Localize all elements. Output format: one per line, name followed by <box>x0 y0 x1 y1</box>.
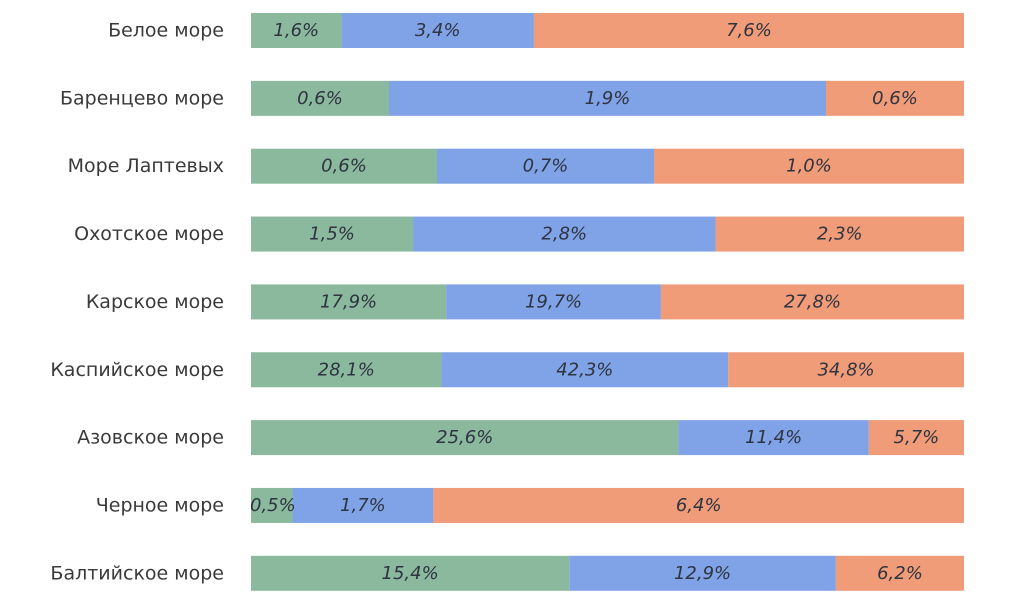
data-label: 3,4% <box>415 20 461 41</box>
bar-segment <box>251 555 570 591</box>
bar-segment <box>826 80 964 116</box>
bar-segment <box>678 420 869 456</box>
bar-segment <box>715 216 964 252</box>
category-label: Белое море <box>108 20 224 42</box>
data-label: 2,8% <box>541 224 587 245</box>
data-label: 19,7% <box>525 291 582 312</box>
bar-segment <box>389 80 826 116</box>
data-label: 0,6% <box>321 156 367 177</box>
bar-segment <box>433 487 964 523</box>
data-label: 1,9% <box>585 88 631 109</box>
bar-segment <box>292 487 434 523</box>
bar-segment <box>413 216 716 252</box>
data-label: 42,3% <box>556 359 613 380</box>
data-label: 1,5% <box>309 224 355 245</box>
bar-segment <box>341 13 534 48</box>
bar-segment <box>251 487 293 523</box>
category-label: Черное море <box>96 494 224 516</box>
data-label: 12,9% <box>674 563 731 584</box>
data-label: 28,1% <box>318 359 375 380</box>
category-label: Азовское море <box>77 427 224 449</box>
bar-segment <box>446 284 661 320</box>
bar-segment <box>251 352 442 388</box>
data-label: 1,6% <box>273 20 319 41</box>
category-label: Карское море <box>86 291 224 313</box>
bar-segment <box>251 420 679 456</box>
data-label: 0,7% <box>523 156 569 177</box>
data-label: 25,6% <box>436 427 493 448</box>
data-label: 34,8% <box>817 359 874 380</box>
bar-segment <box>654 148 964 184</box>
data-label: 0,6% <box>297 88 343 109</box>
data-label: 6,2% <box>877 563 923 584</box>
bar-segment <box>251 284 447 320</box>
data-label: 2,3% <box>817 224 863 245</box>
bar-segment <box>437 148 654 184</box>
category-label: Охотское море <box>74 223 224 245</box>
data-label: 7,6% <box>726 20 772 41</box>
data-label: 11,4% <box>745 427 802 448</box>
category-label: Море Лаптевых <box>68 155 224 177</box>
value-labels: 1,6% 3,4% 7,6% 0,6% 1,9% 0,6% 0,6% 0,7% 1,0% 1,5%… <box>250 20 939 584</box>
bar-segment <box>251 216 414 252</box>
data-label: 27,8% <box>784 291 841 312</box>
category-label: Балтийское море <box>50 562 224 584</box>
data-label: 1,0% <box>786 156 832 177</box>
bar-segment <box>533 13 964 48</box>
category-label: Баренцево море <box>60 87 224 109</box>
data-label: 0,6% <box>872 88 918 109</box>
data-label: 15,4% <box>382 563 439 584</box>
data-label: 6,4% <box>676 495 722 516</box>
data-label: 17,9% <box>320 291 377 312</box>
bar-segment <box>251 148 437 184</box>
category-labels: Белое море Баренцево море Море Лаптевых Охо… <box>50 20 224 585</box>
bar-segment <box>441 352 729 388</box>
data-label: 0,5% <box>250 495 296 516</box>
data-label: 1,7% <box>340 495 386 516</box>
bar-segment <box>251 80 389 116</box>
bar-segment <box>868 420 964 456</box>
bar-segment <box>835 555 964 591</box>
bars <box>251 13 964 591</box>
bar-segment <box>728 352 964 388</box>
bar-segment <box>660 284 964 320</box>
data-label: 5,7% <box>894 427 940 448</box>
category-label: Каспийское море <box>50 359 224 381</box>
bar-segment <box>569 555 836 591</box>
bar-segment <box>251 13 342 48</box>
